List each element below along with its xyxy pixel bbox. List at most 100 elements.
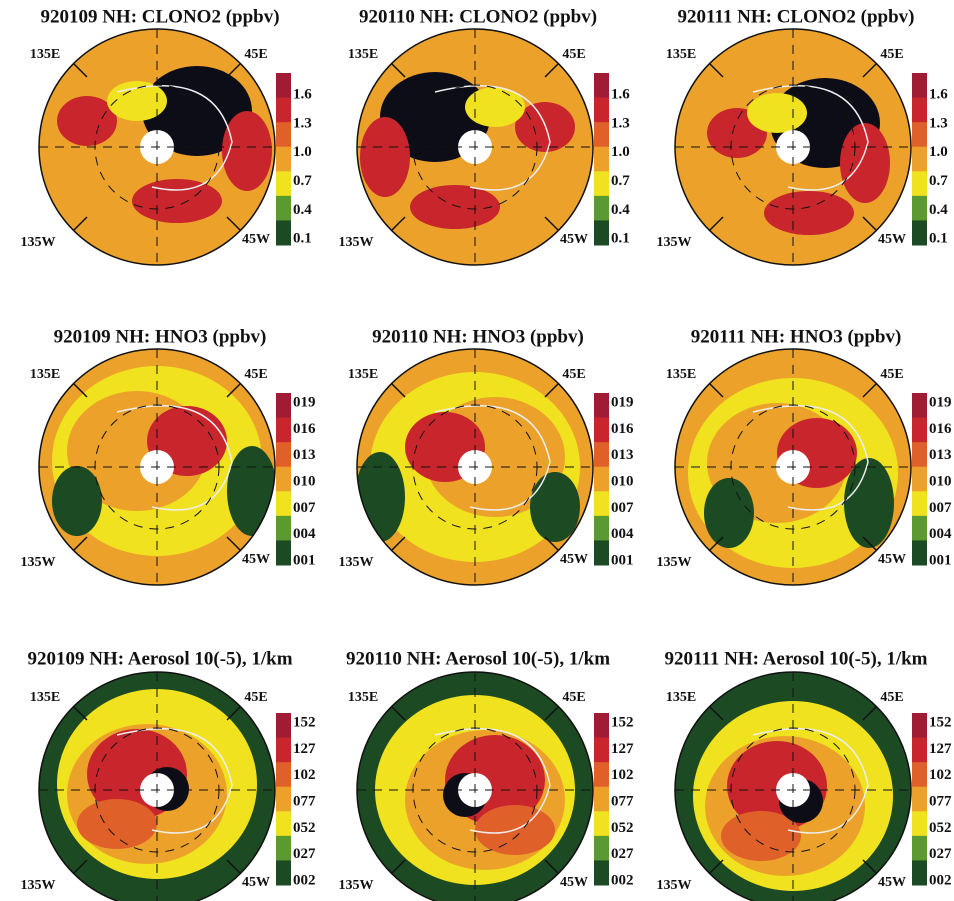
lon-label: 135W xyxy=(339,555,374,570)
colorbar-segment xyxy=(594,516,609,541)
colorbar-segment xyxy=(912,491,927,516)
colorbar-label: 0.1 xyxy=(929,231,948,247)
colorbar-segment xyxy=(594,98,609,123)
lon-label: 135E xyxy=(348,367,378,382)
colorbar-segment xyxy=(276,467,291,492)
colorbar-segment xyxy=(594,540,609,565)
lon-label: 135E xyxy=(348,47,378,62)
colorbar-label: 152 xyxy=(611,714,634,730)
colorbar-label: 052 xyxy=(293,820,316,836)
lon-label: 45W xyxy=(242,232,270,247)
colorbar-segment xyxy=(276,811,291,836)
colorbar-label: 013 xyxy=(929,447,952,463)
map-panel: 920110 NH: Aerosol 10(-5), 1/km135E45E13… xyxy=(339,648,635,901)
colorbar-label: 027 xyxy=(293,846,316,862)
colorbar-segment xyxy=(276,196,291,221)
colorbar-segment xyxy=(276,393,291,418)
colorbar-label: 013 xyxy=(611,447,634,463)
lon-label: 45W xyxy=(560,232,588,247)
colorbar-segment xyxy=(912,787,927,812)
colorbar-label: 1.3 xyxy=(929,115,948,131)
colorbar-segment xyxy=(594,418,609,443)
map-region xyxy=(52,466,102,536)
panel-title: 920110 NH: CLONO2 (ppbv) xyxy=(359,6,597,27)
colorbar-label: 1.0 xyxy=(929,144,948,160)
colorbar-label: 102 xyxy=(611,767,634,783)
map-region xyxy=(132,179,222,223)
figure: 920109 NH: CLONO2 (ppbv) 135E 45E 135W 45W 1.… xyxy=(0,0,954,901)
colorbar-label: 077 xyxy=(929,793,952,809)
colorbar-label: 019 xyxy=(293,394,316,410)
colorbar-label: 1.3 xyxy=(611,115,630,131)
colorbar-label: 077 xyxy=(611,793,634,809)
colorbar-segment xyxy=(594,73,609,98)
colorbar-segment xyxy=(594,442,609,467)
map-region xyxy=(530,472,580,542)
colorbar-label: 007 xyxy=(929,500,952,516)
lon-label: 135E xyxy=(30,367,60,382)
colorbar-label: 0.1 xyxy=(611,231,630,247)
colorbar-label: 007 xyxy=(611,500,634,516)
colorbar-label: 001 xyxy=(929,552,952,568)
lon-label: 135W xyxy=(657,235,692,250)
colorbar-label: 001 xyxy=(293,552,316,568)
colorbar-label: 1.6 xyxy=(293,86,312,102)
map-region xyxy=(747,93,807,133)
colorbar-label: 127 xyxy=(611,741,634,757)
map-region xyxy=(410,185,500,229)
colorbar-segment xyxy=(276,147,291,172)
colorbar-segment xyxy=(912,196,927,221)
lon-label: 135E xyxy=(30,690,60,705)
lon-label: 135W xyxy=(657,555,692,570)
colorbar-segment xyxy=(912,836,927,861)
colorbar-label: 010 xyxy=(929,473,952,489)
colorbar-segment xyxy=(276,220,291,245)
map-region xyxy=(704,478,754,548)
lon-label: 135E xyxy=(30,47,60,62)
lon-label: 45E xyxy=(244,690,267,705)
lon-label: 45W xyxy=(878,232,906,247)
map-region xyxy=(844,458,894,548)
colorbar-segment xyxy=(594,787,609,812)
colorbar-label: 102 xyxy=(293,767,316,783)
colorbar-segment xyxy=(912,442,927,467)
colorbar-segment xyxy=(594,393,609,418)
colorbar-segment xyxy=(912,811,927,836)
colorbar-label: 0.4 xyxy=(929,202,948,218)
colorbar-segment xyxy=(276,738,291,763)
colorbar-segment xyxy=(912,220,927,245)
colorbar-segment xyxy=(594,491,609,516)
map-panel: 920111 NH: HNO3 (ppbv)135E45E135W45W0190… xyxy=(657,326,953,585)
colorbar-segment xyxy=(276,516,291,541)
colorbar-segment xyxy=(594,860,609,885)
colorbar-segment xyxy=(594,196,609,221)
colorbar-segment xyxy=(912,860,927,885)
colorbar-label: 127 xyxy=(293,741,316,757)
map-panel: 920110 NH: HNO3 (ppbv)135E45E135W45W0190… xyxy=(339,326,635,585)
lon-label: 45W xyxy=(878,552,906,567)
colorbar-label: 010 xyxy=(293,473,316,489)
colorbar-label: 016 xyxy=(929,421,952,437)
colorbar-segment xyxy=(276,762,291,787)
panel-title: 920110 NH: Aerosol 10(-5), 1/km xyxy=(346,648,610,669)
colorbar-segment xyxy=(594,467,609,492)
colorbar-label: 002 xyxy=(611,872,634,888)
lon-label: 135E xyxy=(666,367,696,382)
colorbar-segment xyxy=(276,418,291,443)
lon-label: 135W xyxy=(21,555,56,570)
map-region xyxy=(360,117,410,197)
panel-title: 920109 NH: CLONO2 (ppbv) xyxy=(40,6,279,27)
colorbar-label: 004 xyxy=(293,526,316,542)
colorbar-segment xyxy=(594,171,609,196)
colorbar-segment xyxy=(912,713,927,738)
colorbar-segment xyxy=(276,540,291,565)
map-region xyxy=(227,446,277,536)
colorbar-segment xyxy=(276,73,291,98)
colorbar-segment xyxy=(594,147,609,172)
lon-label: 45W xyxy=(242,552,270,567)
colorbar-label: 0.4 xyxy=(611,202,630,218)
colorbar-label: 152 xyxy=(929,714,952,730)
